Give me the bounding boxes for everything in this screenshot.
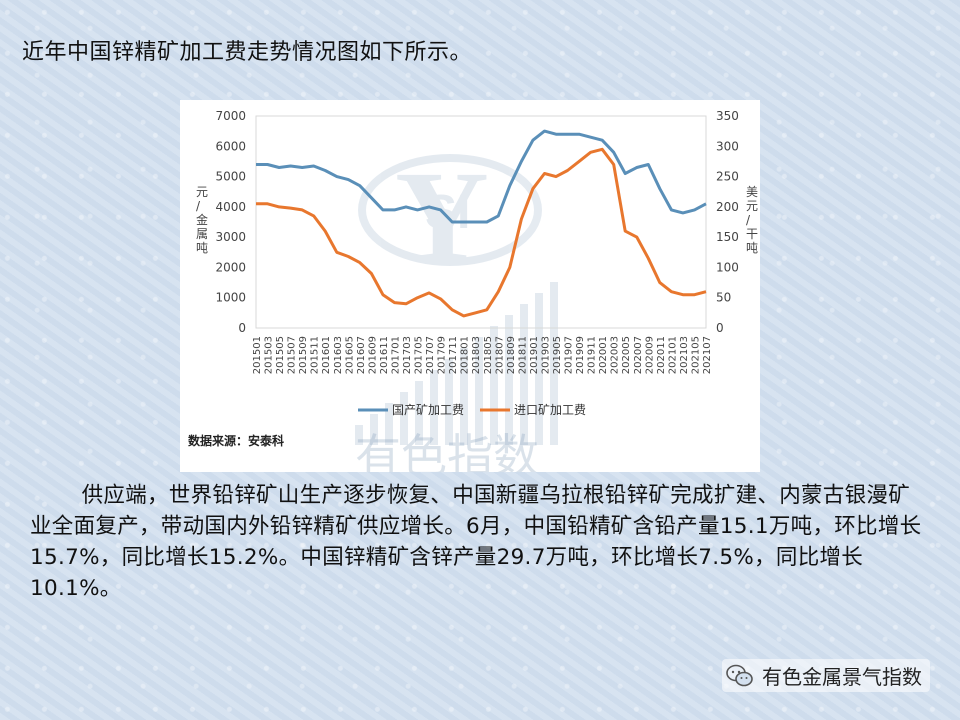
watermark-bar: [490, 326, 498, 445]
watermark-bar: [400, 392, 408, 445]
x-tick-label: 201609: [367, 336, 378, 374]
x-tick-label: 202009: [644, 336, 655, 374]
wechat-icon: [726, 664, 754, 688]
x-tick-label: 202007: [633, 336, 644, 374]
svg-text:Y: Y: [395, 145, 489, 289]
x-tick-label: 201605: [344, 336, 355, 374]
legend: 国产矿加工费 进口矿加工费: [358, 403, 586, 417]
watermark-bar: [475, 337, 483, 445]
y-tick-label-left: 6000: [215, 139, 246, 153]
watermark-bar: [460, 348, 468, 445]
x-tick-label: 201507: [287, 336, 298, 374]
x-tick-label: 201705: [414, 336, 425, 374]
x-tick-label: 201809: [506, 336, 517, 374]
x-tick-label: 201505: [275, 336, 286, 374]
body-paragraph: 供应端，世界铅锌矿山生产逐步恢复、中国新疆乌拉根铅锌矿完成扩建、内蒙古银漫矿业全…: [30, 483, 922, 601]
left-axis: 0 1000 2000 3000 4000 5000 6000 7000: [215, 109, 246, 335]
x-tick-label: 202011: [656, 336, 667, 374]
x-tick-label: 202103: [679, 336, 690, 374]
x-tick-label: 201607: [356, 336, 367, 374]
x-tick-label: 201709: [437, 336, 448, 374]
watermark-bar: [550, 282, 558, 445]
plot-area: [255, 115, 707, 329]
x-axis: 201501 201503 201505 201507 201509 201511 2016…: [252, 336, 713, 374]
page-heading: 近年中国锌精矿加工费走势情况图如下所示。: [22, 40, 473, 65]
watermark-bar: [355, 425, 363, 445]
x-tick-label: 201707: [425, 336, 436, 374]
x-tick-label: 201901: [529, 336, 540, 374]
x-tick-label: 202107: [702, 336, 713, 374]
x-tick-label: 201909: [575, 336, 586, 374]
y-axis-label-left: 元/金属吨: [196, 185, 208, 255]
x-tick-label: 202005: [621, 336, 632, 374]
x-tick-label: 201603: [333, 336, 344, 374]
x-tick-label: 201807: [494, 336, 505, 374]
x-tick-label: 201711: [448, 336, 459, 374]
x-tick-label: 201907: [564, 336, 575, 374]
y-tick-label-right: 200: [716, 200, 739, 214]
x-tick-label: 202003: [610, 336, 621, 374]
y-tick-label-right: 150: [716, 230, 739, 244]
y-tick-label-right: 300: [716, 139, 739, 153]
watermark-bar: [445, 359, 453, 445]
watermark-bar: [415, 381, 423, 445]
right-axis: 0 50 100 150 200 250 300 350: [716, 109, 739, 335]
y-tick-label-left: 0: [238, 321, 246, 335]
chart-svg: Y SI 有色指数 01000200030004000500060007000 …: [180, 100, 760, 472]
y-tick-label-right: 250: [716, 170, 739, 184]
x-tick-label: 201701: [390, 336, 401, 374]
x-tick-label: 202105: [690, 336, 701, 374]
x-tick-label: 201911: [587, 336, 598, 374]
y-tick-label-left: 2000: [215, 260, 246, 274]
x-tick-label: 201611: [379, 336, 390, 374]
x-tick-label: 201903: [540, 336, 551, 374]
legend-label-import: 进口矿加工费: [514, 403, 586, 417]
x-tick-label: 201509: [298, 336, 309, 374]
watermark-logo: Y SI: [358, 145, 542, 289]
series-line-domestic: [256, 129, 707, 224]
watermark-bar: [535, 293, 543, 445]
x-tick-label: 201501: [252, 336, 263, 374]
y-tick-label-right: 0: [716, 321, 724, 335]
x-tick-label: 201803: [471, 336, 482, 374]
svg-text:SI: SI: [425, 186, 470, 239]
watermark-bars: [355, 282, 558, 445]
y-tick-label-left: 7000: [215, 109, 246, 123]
x-tick-label: 201503: [264, 336, 275, 374]
watermark-bar: [430, 370, 438, 445]
series-line-import: [256, 147, 707, 318]
y-axis-label-right: 美元/干吨: [746, 185, 758, 255]
x-tick-label: 201805: [483, 336, 494, 374]
y-tick-label-right: 100: [716, 260, 739, 274]
x-tick-label: 201905: [552, 336, 563, 374]
y-tick-label-right: 50: [716, 291, 731, 305]
x-tick-label: 201601: [321, 336, 332, 374]
y-tick-label-left: 4000: [215, 200, 246, 214]
zinc-processing-fee-chart: Y SI 有色指数 0 1000 2000 3000 4000 5000 6000 7000 …: [180, 100, 760, 472]
x-tick-label: 202001: [598, 336, 609, 374]
watermark-bar: [505, 315, 513, 445]
brand-footer[interactable]: 有色金属景气指数: [722, 659, 930, 692]
x-tick-label: 202101: [667, 336, 678, 374]
x-tick-label: 201703: [402, 336, 413, 374]
watermark-bar: [370, 414, 378, 445]
y-tick-label-left: 1000: [215, 291, 246, 305]
watermark-text: 有色指数: [355, 429, 539, 472]
y-tick-label-right: 350: [716, 109, 739, 123]
x-tick-label: 201801: [460, 336, 471, 374]
chart-source: 数据来源：安泰科: [188, 433, 284, 448]
watermark-bar: [385, 403, 393, 445]
brand-name: 有色金属景气指数: [762, 665, 922, 689]
y-tick-label-left: 5000: [215, 170, 246, 184]
y-tick-label-left: 3000: [215, 230, 246, 244]
legend-label-domestic: 国产矿加工费: [392, 403, 464, 417]
x-tick-label: 201811: [517, 336, 528, 374]
watermark-bar: [520, 304, 528, 445]
x-tick-label: 201511: [310, 336, 321, 374]
